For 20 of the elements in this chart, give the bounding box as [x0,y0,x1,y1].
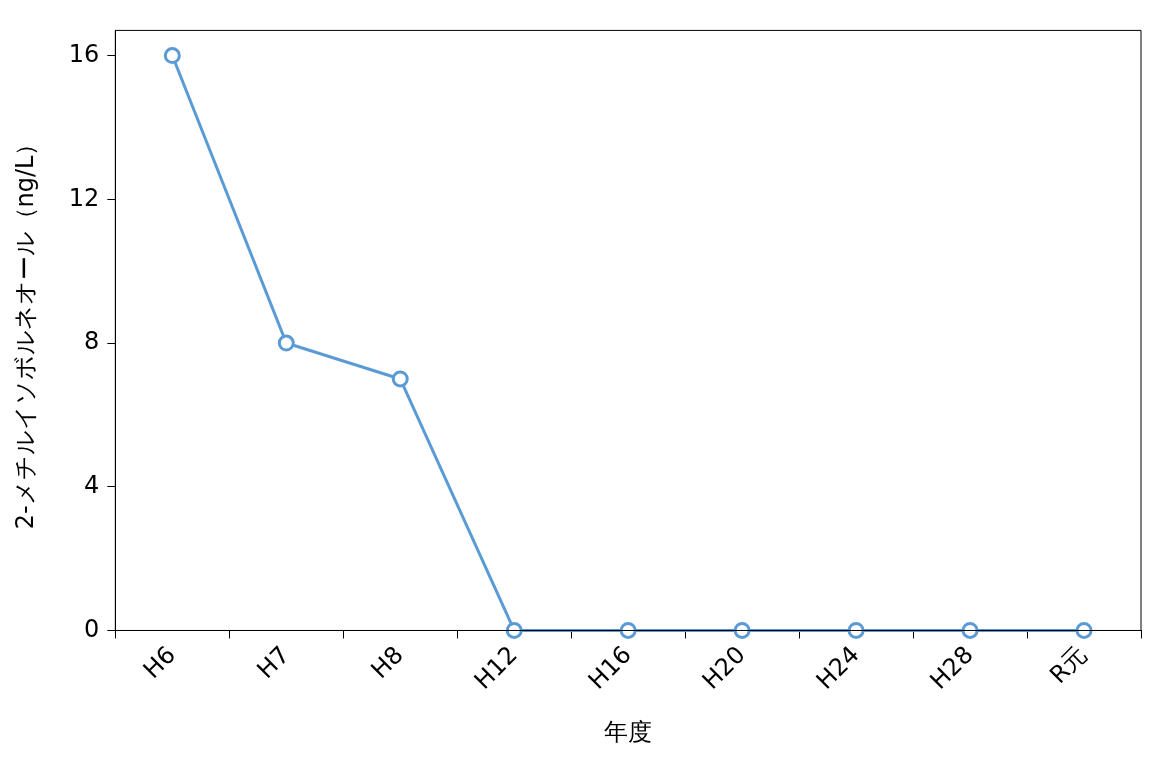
x-tick-label: H8 [365,640,409,684]
y-tick-label: 4 [84,470,100,499]
point [391,370,409,388]
y-axis-title: 2-メチルイソボルネオール（ng/L） [10,131,39,530]
x-tick-label: H6 [137,640,181,684]
point [733,621,751,639]
point [847,621,865,639]
point [961,621,979,639]
point [1075,621,1093,639]
y-tick-label: 8 [84,327,100,356]
y-tick-label: 12 [68,183,100,212]
y-tick-label: 0 [84,614,100,643]
x-axis-title: 年度 [604,717,653,746]
point [505,621,523,639]
point [619,621,637,639]
x-tick-label: R元 [1044,640,1093,690]
point [163,47,181,65]
y-tick-label: 16 [68,39,100,68]
x-tick-label: H7 [251,640,295,684]
point [277,334,295,352]
